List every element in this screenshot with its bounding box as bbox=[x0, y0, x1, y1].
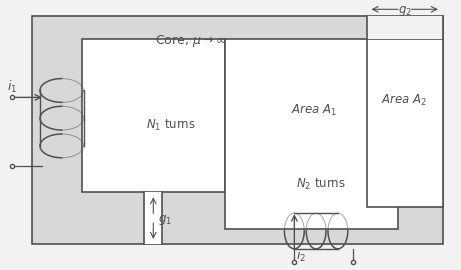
Text: $g_2$: $g_2$ bbox=[398, 4, 412, 18]
Text: $g_1$: $g_1$ bbox=[158, 213, 172, 227]
Bar bbox=[82, 39, 225, 193]
Bar bbox=[32, 16, 443, 244]
Text: Core, $\mu \rightarrow \infty$: Core, $\mu \rightarrow \infty$ bbox=[154, 33, 226, 49]
Bar bbox=[225, 39, 398, 229]
Text: Area $A_1$: Area $A_1$ bbox=[291, 103, 337, 118]
Text: $i_2$: $i_2$ bbox=[296, 248, 307, 264]
Bar bbox=[366, 39, 443, 207]
Text: Area $A_2$: Area $A_2$ bbox=[381, 93, 427, 108]
Bar bbox=[144, 193, 162, 244]
Text: $N_1$ turns: $N_1$ turns bbox=[146, 117, 196, 133]
Bar bbox=[366, 16, 443, 39]
Text: $N_2$ turns: $N_2$ turns bbox=[296, 177, 346, 192]
Text: $i_1$: $i_1$ bbox=[7, 79, 18, 95]
